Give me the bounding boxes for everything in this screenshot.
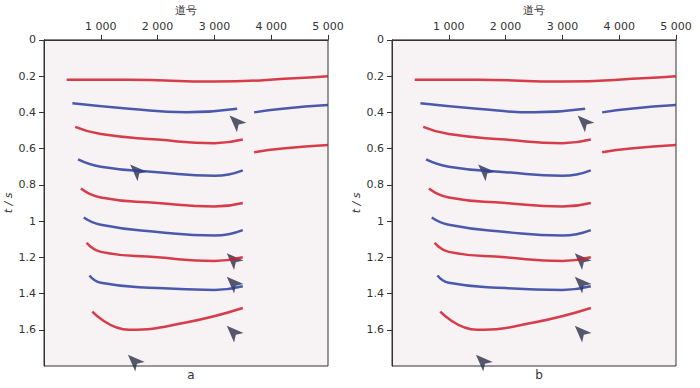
svg-text:道号: 道号 (523, 4, 545, 17)
svg-text:0.6: 0.6 (367, 142, 385, 155)
svg-text:1: 1 (29, 215, 36, 228)
svg-text:1.6: 1.6 (367, 323, 385, 336)
svg-text:t / s: t / s (350, 192, 363, 213)
svg-text:1 000: 1 000 (433, 20, 465, 33)
svg-text:3 000: 3 000 (547, 20, 579, 33)
svg-text:t / s: t / s (2, 192, 15, 213)
svg-text:1.2: 1.2 (19, 251, 37, 264)
svg-text:0.6: 0.6 (19, 142, 37, 155)
svg-text:1.4: 1.4 (19, 287, 37, 300)
svg-text:1.4: 1.4 (367, 287, 385, 300)
svg-text:0: 0 (29, 33, 36, 46)
svg-text:2 000: 2 000 (142, 20, 174, 33)
svg-text:2 000: 2 000 (490, 20, 521, 33)
svg-text:4 000: 4 000 (603, 20, 635, 33)
svg-text:0.4: 0.4 (367, 106, 385, 119)
svg-text:4 000: 4 000 (255, 20, 287, 33)
svg-text:3 000: 3 000 (199, 20, 231, 33)
svg-text:0.2: 0.2 (367, 70, 385, 83)
svg-text:5 000: 5 000 (660, 20, 692, 33)
svg-text:0.4: 0.4 (19, 106, 37, 119)
svg-text:a: a (187, 368, 194, 382)
svg-text:1.6: 1.6 (19, 323, 37, 336)
svg-text:1 000: 1 000 (85, 20, 117, 33)
svg-text:5 000: 5 000 (312, 20, 344, 33)
svg-text:道号: 道号 (175, 4, 197, 17)
svg-text:b: b (535, 368, 543, 382)
svg-text:0.2: 0.2 (19, 70, 37, 83)
svg-text:0.8: 0.8 (19, 178, 37, 191)
svg-text:0.8: 0.8 (367, 178, 385, 191)
svg-text:0: 0 (377, 33, 384, 46)
svg-text:1.2: 1.2 (367, 251, 385, 264)
svg-text:1: 1 (377, 215, 384, 228)
